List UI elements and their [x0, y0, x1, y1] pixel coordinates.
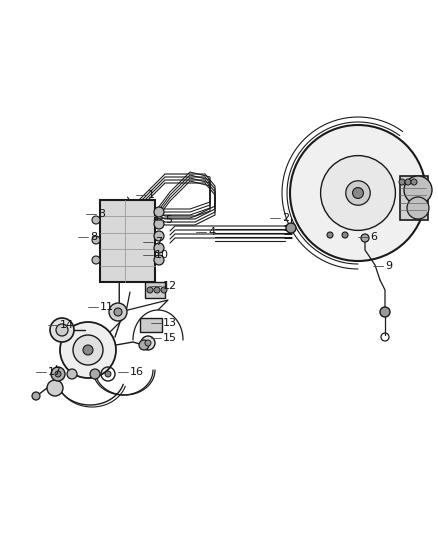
Circle shape: [141, 336, 155, 350]
Text: 17: 17: [48, 367, 62, 377]
Bar: [400, 176, 428, 220]
Circle shape: [286, 223, 296, 233]
Circle shape: [114, 308, 122, 316]
Circle shape: [47, 380, 63, 396]
Text: 15: 15: [163, 333, 177, 343]
Circle shape: [161, 287, 167, 293]
Circle shape: [139, 340, 149, 350]
Circle shape: [321, 156, 396, 230]
Circle shape: [346, 181, 370, 205]
Circle shape: [407, 197, 429, 219]
Circle shape: [154, 219, 164, 229]
Text: 9: 9: [385, 261, 392, 271]
Text: 5: 5: [165, 215, 172, 225]
Text: 12: 12: [163, 281, 177, 291]
Circle shape: [327, 232, 333, 238]
Circle shape: [147, 287, 153, 293]
Circle shape: [32, 392, 40, 400]
Circle shape: [361, 234, 369, 242]
Circle shape: [55, 371, 61, 377]
Circle shape: [399, 179, 405, 185]
Text: 2: 2: [282, 213, 289, 223]
Circle shape: [60, 322, 116, 378]
Text: 16: 16: [130, 367, 144, 377]
Circle shape: [50, 318, 74, 342]
Circle shape: [90, 369, 100, 379]
Circle shape: [145, 340, 151, 346]
Text: 8: 8: [90, 232, 97, 242]
Circle shape: [92, 236, 100, 244]
Text: 13: 13: [163, 318, 177, 328]
Circle shape: [105, 371, 111, 377]
Bar: [100, 200, 155, 282]
Circle shape: [404, 176, 432, 204]
Text: 6: 6: [370, 232, 377, 242]
Circle shape: [353, 188, 364, 198]
Circle shape: [411, 179, 417, 185]
Text: 3: 3: [98, 209, 105, 219]
Circle shape: [405, 179, 411, 185]
Circle shape: [73, 335, 103, 365]
Text: 14: 14: [60, 320, 74, 330]
Text: 11: 11: [100, 302, 114, 312]
Circle shape: [56, 324, 68, 336]
Text: 1: 1: [148, 190, 155, 200]
Circle shape: [83, 345, 93, 355]
Circle shape: [154, 243, 164, 253]
Circle shape: [154, 207, 164, 217]
Circle shape: [67, 369, 77, 379]
Circle shape: [92, 216, 100, 224]
Text: 4: 4: [208, 227, 215, 237]
Bar: [140, 318, 162, 332]
Bar: [145, 282, 165, 298]
Circle shape: [290, 125, 426, 261]
Circle shape: [154, 255, 164, 265]
Circle shape: [109, 303, 127, 321]
Text: 10: 10: [155, 250, 169, 260]
Circle shape: [51, 367, 65, 381]
Circle shape: [154, 231, 164, 241]
Circle shape: [92, 256, 100, 264]
Text: 7: 7: [155, 237, 162, 247]
Circle shape: [154, 287, 160, 293]
Circle shape: [380, 307, 390, 317]
Circle shape: [342, 232, 348, 238]
